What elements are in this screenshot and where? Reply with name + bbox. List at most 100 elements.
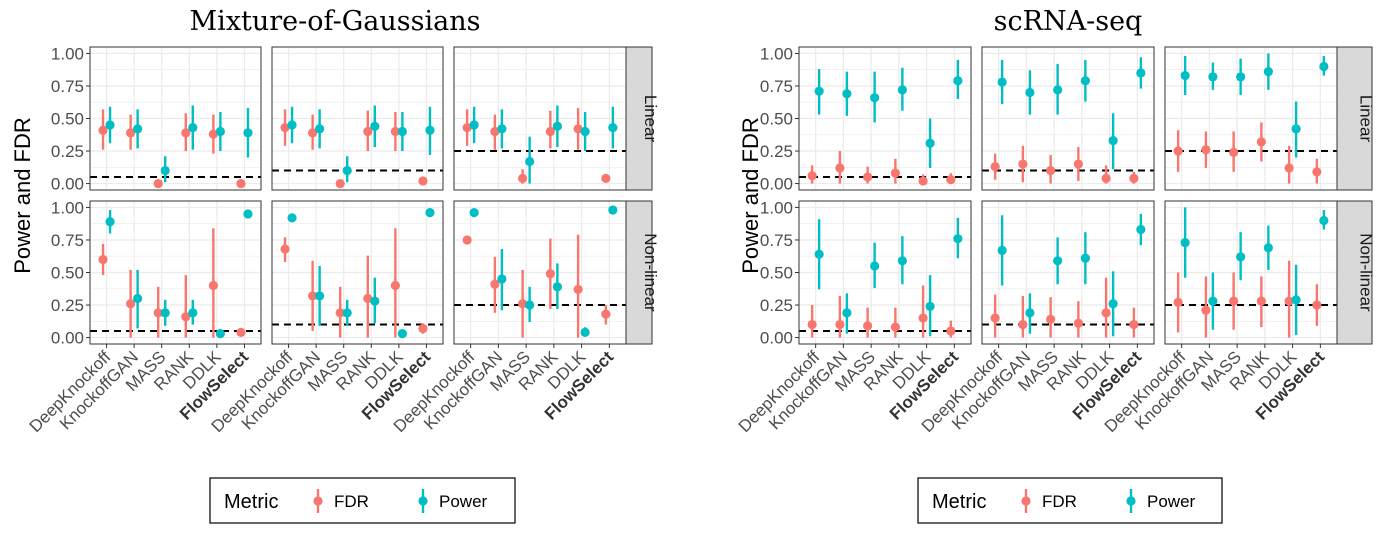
y-tick-label: 0.50 — [51, 110, 84, 129]
facet-strip — [625, 200, 653, 345]
panel-non-linear-0.1: DeepKnockoffKnockoffGANMASSRANKDDLKFlowS… — [918, 200, 1155, 436]
power-point-KnockoffGAN — [133, 124, 143, 134]
panel-linear-0.25: Linear — [453, 46, 660, 191]
power-point-RANK — [1080, 253, 1090, 263]
legend-label-fdr: FDR — [334, 492, 369, 511]
panel-border — [981, 200, 1155, 345]
power-point-RANK — [1263, 243, 1273, 253]
fdr-point-MASS — [863, 172, 873, 182]
legend: Metric FDR Power — [917, 477, 1223, 524]
fdr-point-MASS — [153, 178, 163, 189]
power-point-RANK — [1263, 67, 1273, 77]
power-point-KnockoffGAN — [1025, 308, 1035, 318]
power-point-FlowSelect — [953, 234, 963, 244]
panel-non-linear-0.05: 0.000.250.500.751.00DeepKnockoffKnockoff… — [26, 198, 262, 436]
fdr-point-MASS — [518, 173, 528, 183]
chart-0: Mixture-of-Gaussians Power and FDR 0.00 0.2… — [10, 6, 660, 524]
power-point-KnockoffGAN — [1208, 296, 1218, 306]
power-point-MASS — [870, 93, 880, 103]
power-point-KnockoffGAN — [497, 124, 507, 134]
fdr-point-MASS — [1229, 296, 1239, 306]
fdr-point-DDLK — [573, 284, 583, 295]
y-tick-label: 0.25 — [51, 296, 84, 315]
fdr-point-KnockoffGAN — [126, 299, 136, 309]
power-point-MASS — [525, 156, 535, 167]
power-point-RANK — [897, 85, 907, 95]
legend-title: Metric — [932, 491, 986, 513]
y-tick-label: 0.75 — [760, 231, 793, 250]
fdr-point-RANK — [1073, 318, 1083, 328]
fdr-point-DDLK — [918, 313, 928, 323]
power-point-DDLK — [1108, 136, 1118, 146]
fdr-point-MASS — [335, 178, 345, 189]
fdr-point-RANK — [545, 126, 555, 137]
panel-border — [271, 46, 444, 191]
facet-strip-label: Linear — [641, 95, 660, 143]
power-point-DeepKnockoff — [997, 245, 1007, 255]
power-point-DDLK — [215, 329, 225, 339]
power-point-KnockoffGAN — [1208, 72, 1218, 82]
y-tick-label: 0.75 — [51, 231, 84, 250]
fdr-point-MASS — [863, 321, 873, 331]
legend: Metric FDR Power — [209, 477, 516, 524]
fdr-point-FlowSelect — [236, 327, 246, 337]
y-axis-title: Power and FDR — [738, 117, 763, 274]
fdr-point-KnockoffGAN — [1018, 319, 1028, 330]
power-point-DeepKnockoff — [105, 217, 115, 227]
y-axis-title: Power and FDR — [10, 117, 35, 274]
power-point-RANK — [897, 256, 907, 266]
power-point-DDLK — [215, 126, 225, 137]
power-point-DDLK — [397, 329, 407, 339]
y-tick-label: 0.00 — [760, 175, 793, 194]
panel-border — [271, 200, 444, 345]
power-point-FlowSelect — [1319, 215, 1329, 226]
fdr-point-RANK — [890, 168, 900, 178]
y-tick-label: 0.50 — [760, 264, 793, 283]
power-point-RANK — [188, 123, 198, 133]
y-tick-label: 0.25 — [760, 296, 793, 315]
y-tick-label: 0.75 — [51, 77, 84, 96]
fdr-point-DDLK — [1101, 308, 1111, 318]
power-point-RANK — [552, 121, 562, 131]
y-tick-label: 0.00 — [51, 175, 84, 194]
fdr-point-KnockoffGAN — [1018, 159, 1028, 169]
power-point-RANK — [370, 296, 380, 306]
fdr-point-DeepKnockoff — [462, 235, 472, 245]
power-point-KnockoffGAN — [842, 89, 852, 99]
fdr-point-RANK — [363, 126, 373, 137]
fdr-point-KnockoffGAN — [835, 163, 845, 173]
fdr-point-DDLK — [390, 280, 400, 291]
power-point-RANK — [188, 308, 198, 318]
y-tick-label: 0.25 — [51, 142, 84, 161]
power-point-FlowSelect — [1136, 224, 1146, 235]
fdr-point-FlowSelect — [946, 326, 956, 336]
fdr-point-DeepKnockoff — [807, 171, 817, 181]
facet-strip — [1336, 200, 1373, 345]
power-point-DDLK — [1291, 124, 1301, 134]
power-point-DDLK — [925, 138, 935, 148]
power-point-DDLK — [580, 327, 590, 337]
fdr-point-FlowSelect — [418, 176, 428, 186]
fdr-point-DeepKnockoff — [280, 244, 290, 254]
fdr-point-FlowSelect — [1129, 319, 1139, 330]
fdr-point-DeepKnockoff — [990, 313, 1000, 323]
power-point-DeepKnockoff — [814, 249, 824, 259]
y-tick-label: 0.00 — [760, 329, 793, 348]
power-point-FlowSelect — [608, 123, 618, 133]
fdr-point-RANK — [1256, 137, 1266, 147]
fdr-point-DeepKnockoff — [462, 123, 472, 133]
panel-border — [981, 46, 1155, 191]
facet-strip-label: Non-linear — [641, 233, 660, 312]
facet-strip — [1336, 46, 1373, 191]
fdr-point-KnockoffGAN — [490, 279, 500, 289]
power-point-RANK — [1080, 76, 1090, 86]
power-point-DeepKnockoff — [1180, 70, 1190, 81]
power-point-KnockoffGAN — [315, 124, 325, 134]
fdr-point-DDLK — [208, 129, 218, 139]
y-tick-label: 0.75 — [760, 77, 793, 96]
fdr-point-RANK — [890, 322, 900, 332]
legend-title: Metric — [224, 491, 278, 513]
panel-linear-0.05: 0.00 0.25 0.50 0.75 1.00 — [51, 44, 262, 194]
